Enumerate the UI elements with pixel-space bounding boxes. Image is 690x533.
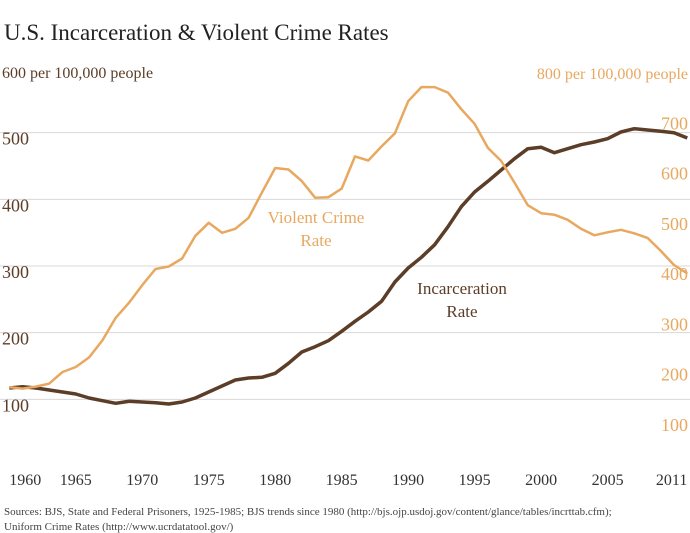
y-tick-label: 600 per 100,000 people bbox=[2, 65, 153, 82]
y-tick-label: 400 bbox=[2, 195, 29, 215]
x-tick-label: 1960 bbox=[9, 472, 41, 489]
y2-tick-label: 600 bbox=[661, 164, 688, 184]
chart-title: U.S. Incarceration & Violent Crime Rates bbox=[4, 20, 389, 45]
x-tick-label: 1995 bbox=[459, 472, 491, 489]
source-note: Uniform Crime Rates (http://www.ucrdatat… bbox=[4, 521, 234, 533]
x-tick-label: 2000 bbox=[525, 472, 557, 489]
y-tick-label: 100 bbox=[2, 395, 29, 415]
y2-tick-label: 500 bbox=[661, 214, 688, 234]
y-tick-label: 500 bbox=[2, 129, 29, 149]
x-tick-label: 1980 bbox=[259, 472, 291, 489]
x-tick-label: 1965 bbox=[60, 472, 92, 489]
source-note: Sources: BJS, State and Federal Prisoner… bbox=[4, 506, 612, 518]
series-label: Rate bbox=[446, 302, 477, 321]
x-tick-label: 2011 bbox=[656, 472, 687, 489]
series-label: Rate bbox=[300, 231, 331, 250]
x-tick-label: 1990 bbox=[392, 472, 424, 489]
y-tick-label: 300 bbox=[2, 262, 29, 282]
y2-tick-label: 700 bbox=[661, 113, 688, 133]
series-line bbox=[9, 126, 688, 406]
y2-tick-label: 400 bbox=[661, 264, 688, 284]
y2-tick-label: 100 bbox=[661, 415, 688, 435]
y2-tick-label: 300 bbox=[661, 314, 688, 334]
x-tick-label: 1985 bbox=[326, 472, 358, 489]
series-label: Violent Crime bbox=[268, 208, 365, 227]
y2-tick-label: 200 bbox=[661, 365, 688, 385]
y2-tick-label: 800 per 100,000 people bbox=[537, 66, 688, 83]
x-tick-label: 2005 bbox=[592, 472, 624, 489]
series-label: Incarceration bbox=[417, 279, 507, 298]
y-tick-label: 200 bbox=[2, 329, 29, 349]
x-tick-label: 1975 bbox=[193, 472, 225, 489]
series-line bbox=[9, 85, 688, 390]
x-tick-label: 1970 bbox=[126, 472, 158, 489]
